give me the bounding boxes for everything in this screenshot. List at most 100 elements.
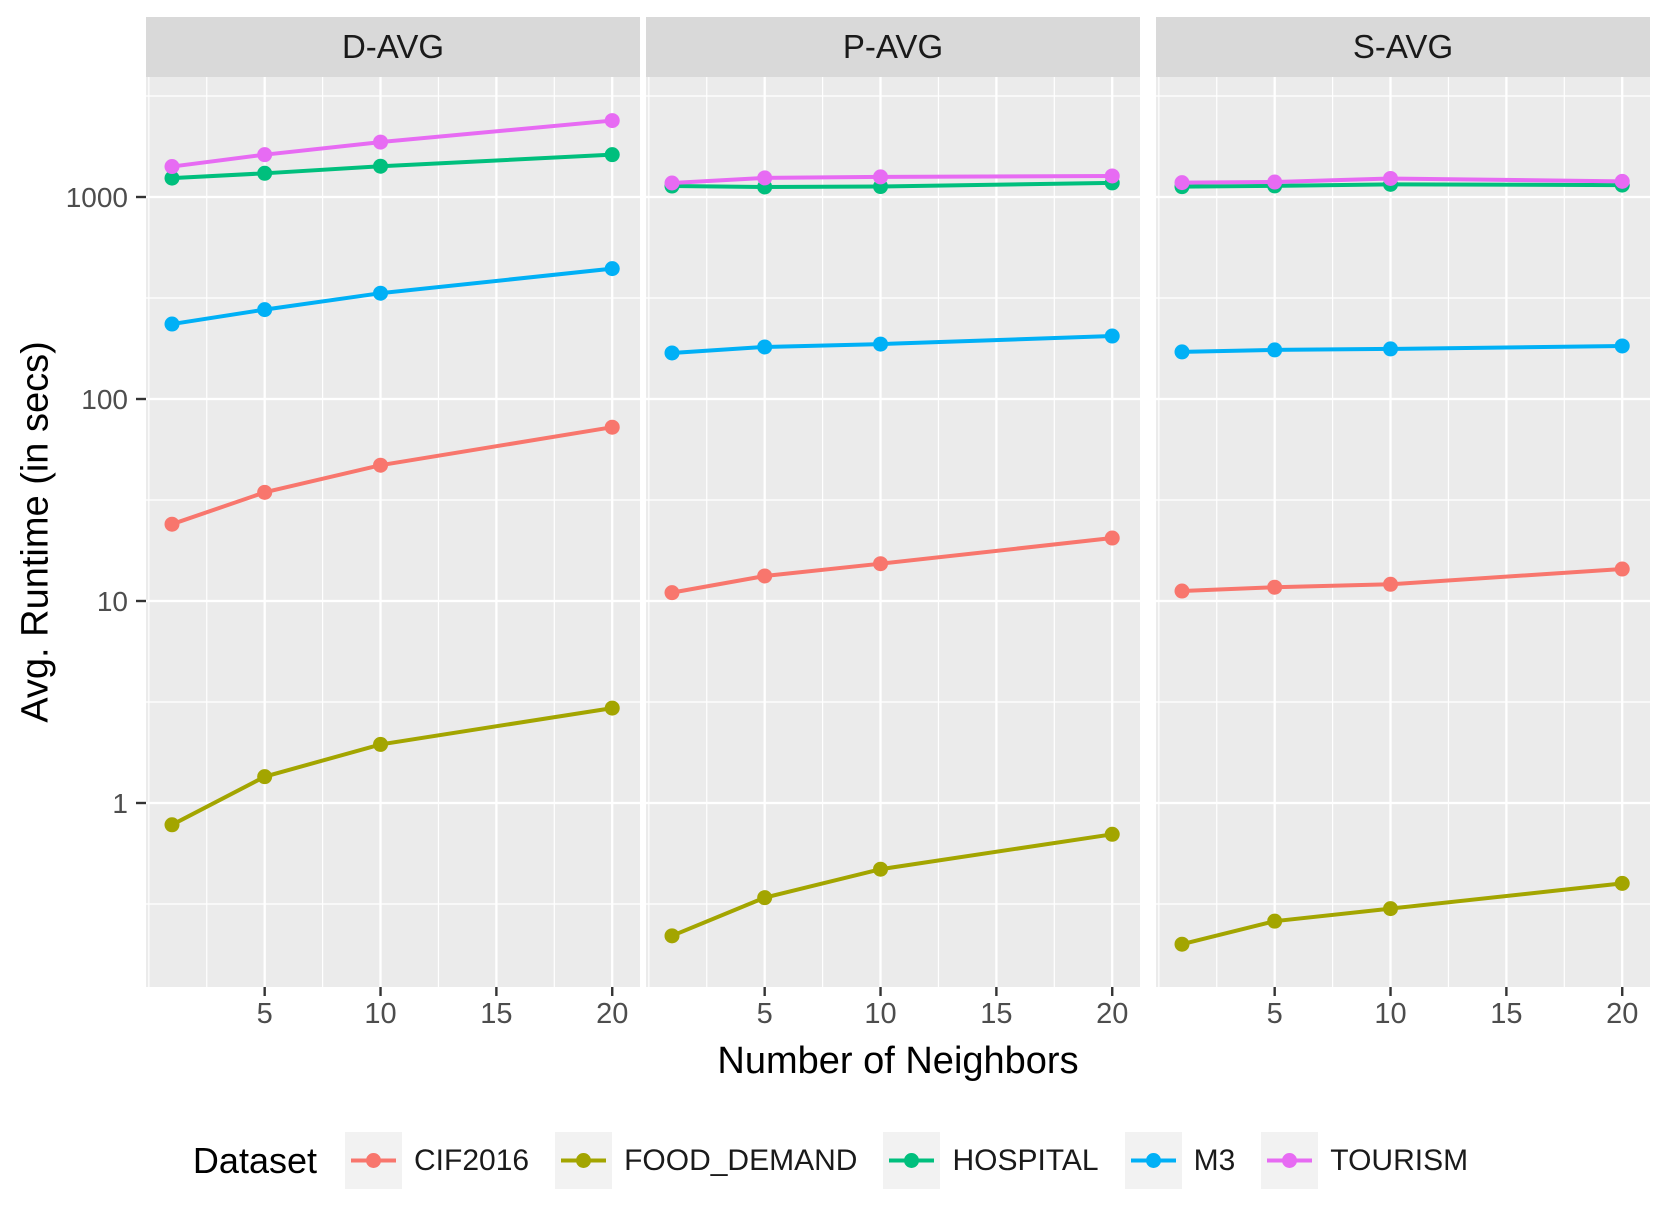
line-HOSPITAL bbox=[1180, 182, 1625, 189]
point-HOSPITAL-k20 bbox=[604, 147, 620, 163]
legend-label-CIF2016: CIF2016 bbox=[414, 1143, 530, 1177]
x-tick-label: 15 bbox=[1490, 998, 1522, 1030]
grid-minor bbox=[1156, 77, 1650, 987]
point-FOOD_DEMAND-k10 bbox=[873, 861, 889, 877]
x-tick-label: 20 bbox=[1606, 998, 1638, 1030]
y-tick-label: 1000 bbox=[66, 182, 128, 213]
x-tick-label: 5 bbox=[1267, 998, 1283, 1030]
grid-minor bbox=[146, 77, 640, 987]
point-CIF2016-k20 bbox=[1614, 561, 1630, 577]
point-M3-k10 bbox=[873, 336, 889, 352]
point-HOSPITAL-k1 bbox=[164, 170, 180, 186]
grid-major bbox=[146, 77, 640, 987]
x-tick-label: 20 bbox=[596, 998, 628, 1030]
x-tick-label: 5 bbox=[757, 998, 773, 1030]
line-FOOD_DEMAND bbox=[170, 706, 615, 827]
legend-label-TOURISM: TOURISM bbox=[1330, 1143, 1469, 1177]
point-CIF2016-k1 bbox=[664, 585, 680, 601]
point-M3-k5 bbox=[1267, 342, 1283, 358]
point-FOOD_DEMAND-k1 bbox=[664, 928, 680, 944]
point-TOURISM-k10 bbox=[1383, 170, 1399, 186]
point-FOOD_DEMAND-k20 bbox=[604, 700, 620, 716]
point-M3-k1 bbox=[664, 345, 680, 361]
legend-key-FOOD_DEMAND bbox=[555, 1132, 613, 1189]
x-tick-label: 15 bbox=[980, 998, 1012, 1030]
point-CIF2016-k10 bbox=[873, 556, 889, 572]
legend-item-HOSPITAL: HOSPITAL bbox=[883, 1132, 1099, 1189]
point-FOOD_DEMAND-k10 bbox=[1383, 901, 1399, 917]
y-tick-label: 100 bbox=[81, 384, 128, 415]
legend-title: Dataset bbox=[192, 1139, 317, 1181]
point-TOURISM-k20 bbox=[1104, 168, 1120, 184]
line-M3 bbox=[170, 266, 615, 327]
point-CIF2016-k5 bbox=[1267, 579, 1283, 595]
line-FOOD_DEMAND bbox=[1180, 881, 1625, 947]
point-M3-k5 bbox=[257, 302, 273, 318]
legend-glyph-CIF2016 bbox=[351, 1153, 396, 1168]
grid-major bbox=[646, 77, 1140, 987]
line-HOSPITAL bbox=[170, 152, 615, 181]
legend-label-FOOD_DEMAND: FOOD_DEMAND bbox=[624, 1143, 858, 1177]
line-CIF2016 bbox=[670, 536, 1115, 595]
facet-strip bbox=[1156, 17, 1650, 77]
point-HOSPITAL-k10 bbox=[373, 158, 389, 174]
grid-major bbox=[1156, 77, 1650, 987]
line-TOURISM bbox=[170, 118, 615, 169]
line-HOSPITAL bbox=[670, 180, 1115, 189]
panel-background bbox=[646, 77, 1140, 987]
facet-strip-label: D-AVG bbox=[342, 28, 444, 65]
legend-key-M3 bbox=[1124, 1132, 1182, 1189]
point-FOOD_DEMAND-k5 bbox=[257, 769, 273, 785]
point-FOOD_DEMAND-k5 bbox=[757, 890, 773, 906]
point-FOOD_DEMAND-k1 bbox=[164, 817, 180, 833]
legend-glyph-HOSPITAL bbox=[889, 1153, 935, 1168]
point-CIF2016-k10 bbox=[373, 457, 389, 473]
point-CIF2016-k1 bbox=[164, 516, 180, 532]
point-TOURISM-k1 bbox=[164, 159, 180, 175]
legend: Dataset CIF2016 FOOD_DEMAND HOSPITAL M3 TOUR… bbox=[0, 1132, 1661, 1189]
x-tick-label: 10 bbox=[364, 998, 396, 1030]
point-M3-k10 bbox=[1383, 341, 1399, 357]
point-FOOD_DEMAND-k5 bbox=[1267, 913, 1283, 929]
legend-glyph-M3 bbox=[1130, 1153, 1176, 1168]
point-M3-k1 bbox=[164, 316, 180, 332]
legend-key-HOSPITAL bbox=[883, 1132, 941, 1189]
point-CIF2016-k20 bbox=[604, 419, 620, 435]
x-tick-label: 15 bbox=[480, 998, 512, 1030]
line-TOURISM bbox=[670, 173, 1115, 186]
point-TOURISM-k5 bbox=[757, 170, 773, 186]
legend-key-TOURISM bbox=[1261, 1132, 1319, 1189]
legend-item-M3: M3 bbox=[1124, 1132, 1236, 1189]
facet-strip bbox=[646, 17, 1140, 77]
legend-item-CIF2016: CIF2016 bbox=[345, 1132, 529, 1189]
point-M3-k10 bbox=[373, 285, 389, 301]
legend-glyph-FOOD_DEMAND bbox=[561, 1153, 607, 1168]
point-M3-k20 bbox=[1104, 328, 1120, 344]
point-CIF2016-k1 bbox=[1174, 583, 1190, 599]
point-M3-k1 bbox=[1174, 344, 1190, 360]
facet-S-AVG: 5 10 15 20 S-AVG bbox=[1156, 17, 1650, 1030]
grid-minor bbox=[646, 77, 1140, 987]
legend-item-FOOD_DEMAND: FOOD_DEMAND bbox=[555, 1132, 857, 1189]
x-tick-label: 20 bbox=[1096, 998, 1128, 1030]
point-TOURISM-k10 bbox=[373, 134, 389, 150]
facet-strip-label: P-AVG bbox=[843, 28, 943, 65]
legend-key-CIF2016 bbox=[345, 1132, 402, 1189]
point-TOURISM-k10 bbox=[873, 169, 889, 185]
line-M3 bbox=[670, 334, 1115, 355]
point-FOOD_DEMAND-k1 bbox=[1174, 936, 1190, 952]
point-CIF2016-k20 bbox=[1104, 530, 1120, 546]
y-tick-label: 10 bbox=[97, 586, 128, 617]
point-FOOD_DEMAND-k20 bbox=[1614, 875, 1630, 891]
x-tick-label: 10 bbox=[1374, 998, 1406, 1030]
legend-glyph-TOURISM bbox=[1267, 1153, 1313, 1168]
point-TOURISM-k1 bbox=[1174, 175, 1190, 191]
x-axis-title: Number of Neighbors bbox=[717, 1040, 1079, 1082]
legend-label-M3: M3 bbox=[1193, 1143, 1236, 1177]
point-M3-k20 bbox=[604, 261, 620, 277]
line-TOURISM bbox=[1180, 176, 1625, 185]
y-axis-title: Avg. Runtime (in secs) bbox=[14, 341, 57, 723]
line-FOOD_DEMAND bbox=[670, 832, 1115, 938]
